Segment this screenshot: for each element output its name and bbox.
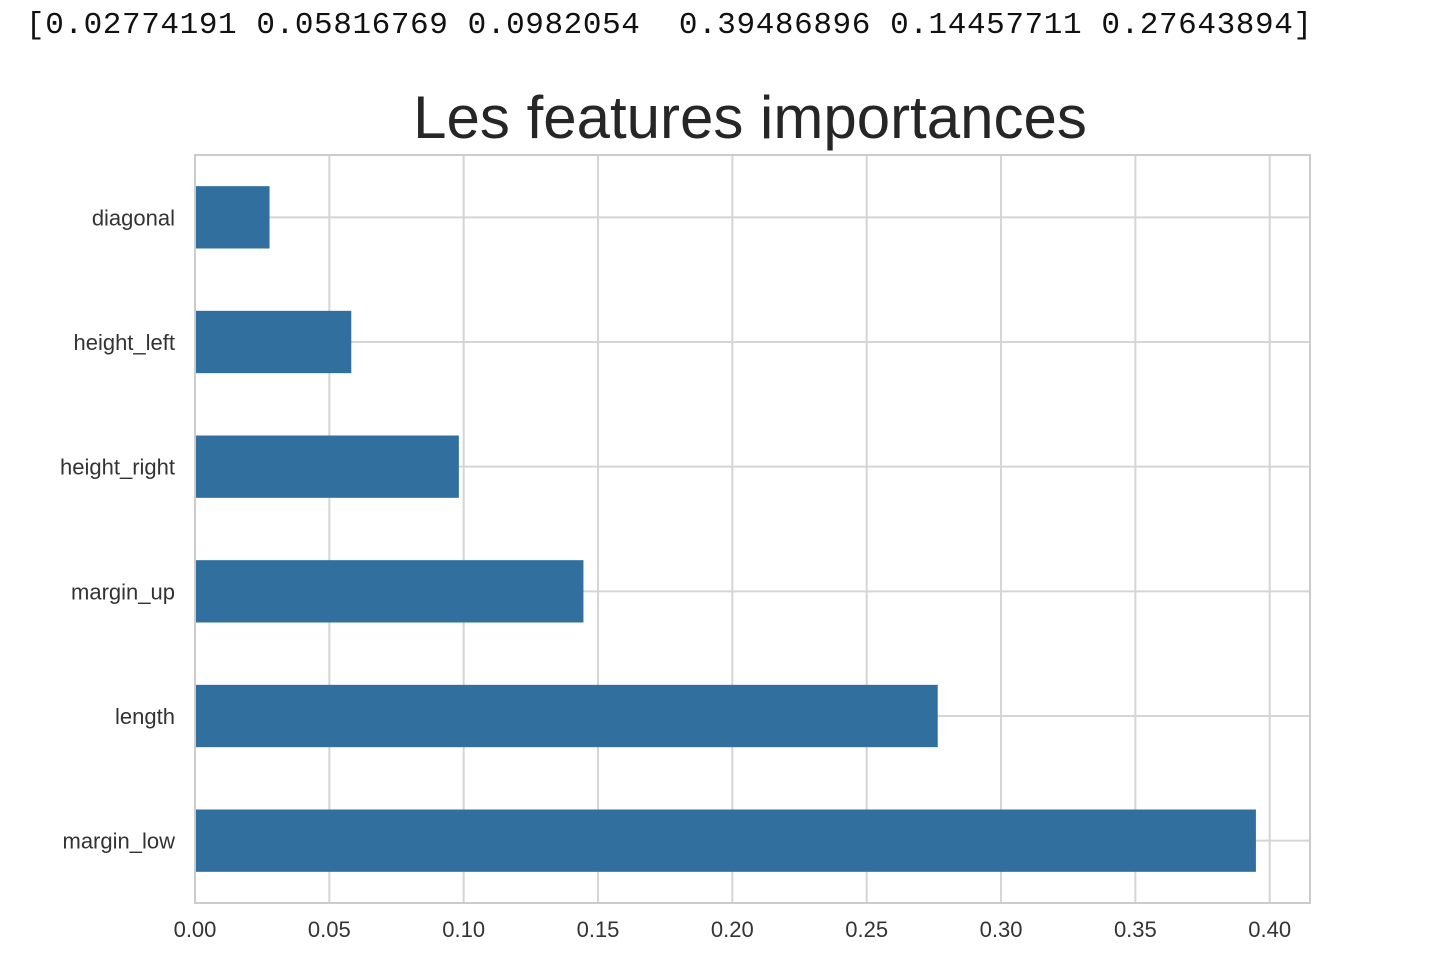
x-tick-label: 0.00 xyxy=(174,917,217,942)
bar-length xyxy=(195,684,938,748)
x-tick-label: 0.40 xyxy=(1248,917,1291,942)
cell-output-array: [0.02774191 0.05816769 0.0982054 0.39486… xyxy=(26,8,1313,43)
y-tick-label: margin_up xyxy=(71,579,175,604)
x-tick-label: 0.25 xyxy=(845,917,888,942)
x-tick-label: 0.20 xyxy=(711,917,754,942)
y-tick-labels: diagonal height_left height_right margin_up… xyxy=(60,205,175,853)
y-tick-label: margin_low xyxy=(63,829,176,854)
bar-height-left xyxy=(195,310,352,374)
x-tick-label: 0.30 xyxy=(980,917,1023,942)
y-tick-label: height_right xyxy=(60,455,175,480)
bar-height-right xyxy=(195,435,459,498)
x-tick-label: 0.05 xyxy=(308,917,351,942)
y-tick-label: length xyxy=(115,704,175,729)
x-tick-label: 0.10 xyxy=(442,917,485,942)
bar-margin-up xyxy=(195,560,584,623)
bar-diagonal xyxy=(195,186,270,249)
chart-title: Les features importances xyxy=(413,84,1087,151)
y-tick-label: height_left xyxy=(73,330,175,355)
plot-frame xyxy=(194,154,1311,904)
x-tick-labels: 0.00 0.05 0.10 0.15 0.20 0.25 0.30 0.35 0.40 xyxy=(174,917,1292,942)
x-tick-label: 0.35 xyxy=(1114,917,1157,942)
x-tick-label: 0.15 xyxy=(577,917,620,942)
feature-importance-chart: Les features importances diagonal height_… xyxy=(60,84,1311,942)
grid-layer xyxy=(194,155,1310,903)
bar-layer xyxy=(195,186,1256,872)
y-tick-label: diagonal xyxy=(92,205,175,230)
bar-margin-low xyxy=(195,809,1256,872)
